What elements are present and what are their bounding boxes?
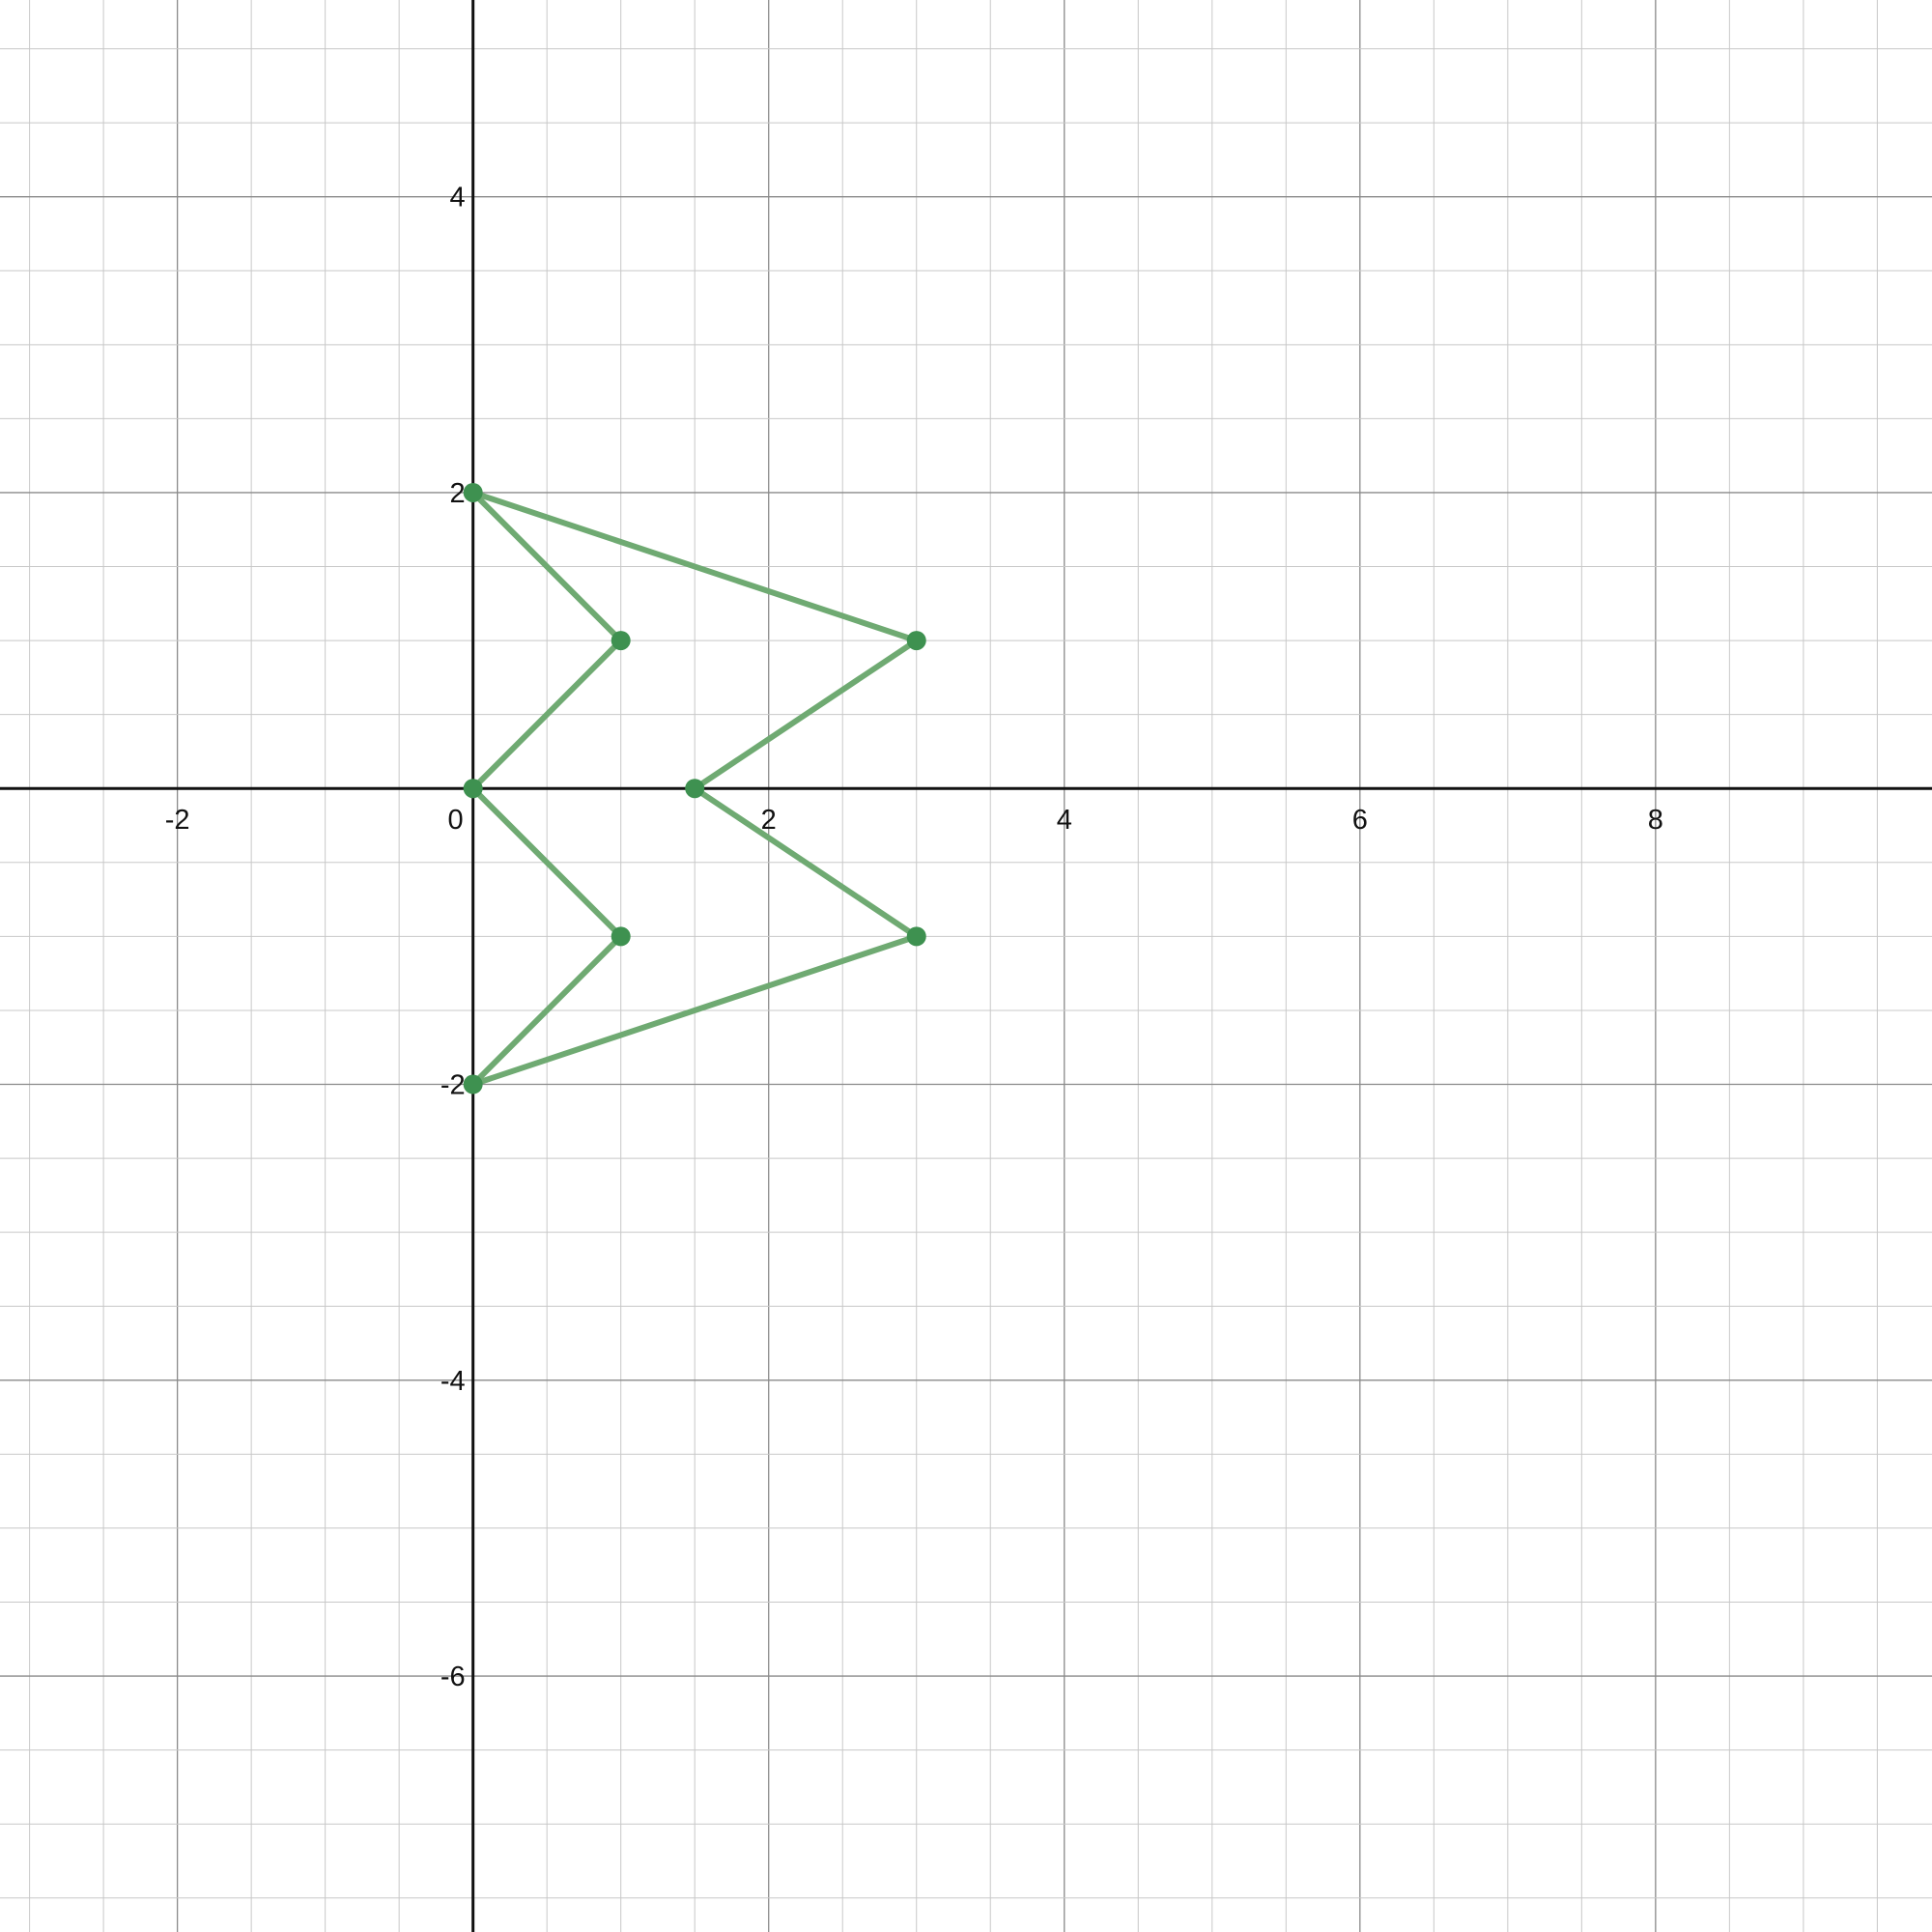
polygon-segment	[692, 638, 920, 792]
tick-labels: -2 2 4 6 8 4 2 -2 -4 -6 0	[165, 183, 1663, 1692]
x-tick-label: 2	[761, 805, 777, 836]
vertex-point[interactable]	[611, 926, 631, 947]
vertex-point[interactable]	[463, 482, 483, 502]
y-tick-label: 4	[450, 183, 466, 213]
polygon-segment	[469, 933, 624, 1088]
polygon-segment	[469, 785, 624, 940]
origin-label: 0	[448, 805, 464, 836]
polygon-segment	[469, 933, 920, 1088]
x-tick-label: 6	[1352, 805, 1368, 836]
vertex-point[interactable]	[463, 779, 483, 799]
vertex-point[interactable]	[906, 631, 926, 651]
vertex-points	[463, 482, 926, 1094]
polygon-segment	[469, 489, 624, 644]
y-tick-label: 2	[450, 478, 466, 509]
polygon-segment	[469, 489, 920, 644]
polygon-series	[469, 489, 920, 1088]
y-tick-label: -6	[440, 1662, 466, 1692]
polygon-segment	[469, 638, 624, 792]
y-tick-label: -2	[440, 1070, 466, 1101]
x-tick-label: 8	[1648, 805, 1663, 836]
vertex-point[interactable]	[906, 926, 926, 947]
vertex-point[interactable]	[611, 631, 631, 651]
vertex-point[interactable]	[685, 779, 705, 799]
x-tick-label: -2	[165, 805, 190, 836]
polygon-segment	[692, 785, 920, 940]
x-tick-label: 4	[1057, 805, 1072, 836]
vertex-point[interactable]	[463, 1074, 483, 1094]
y-tick-label: -4	[440, 1366, 466, 1397]
